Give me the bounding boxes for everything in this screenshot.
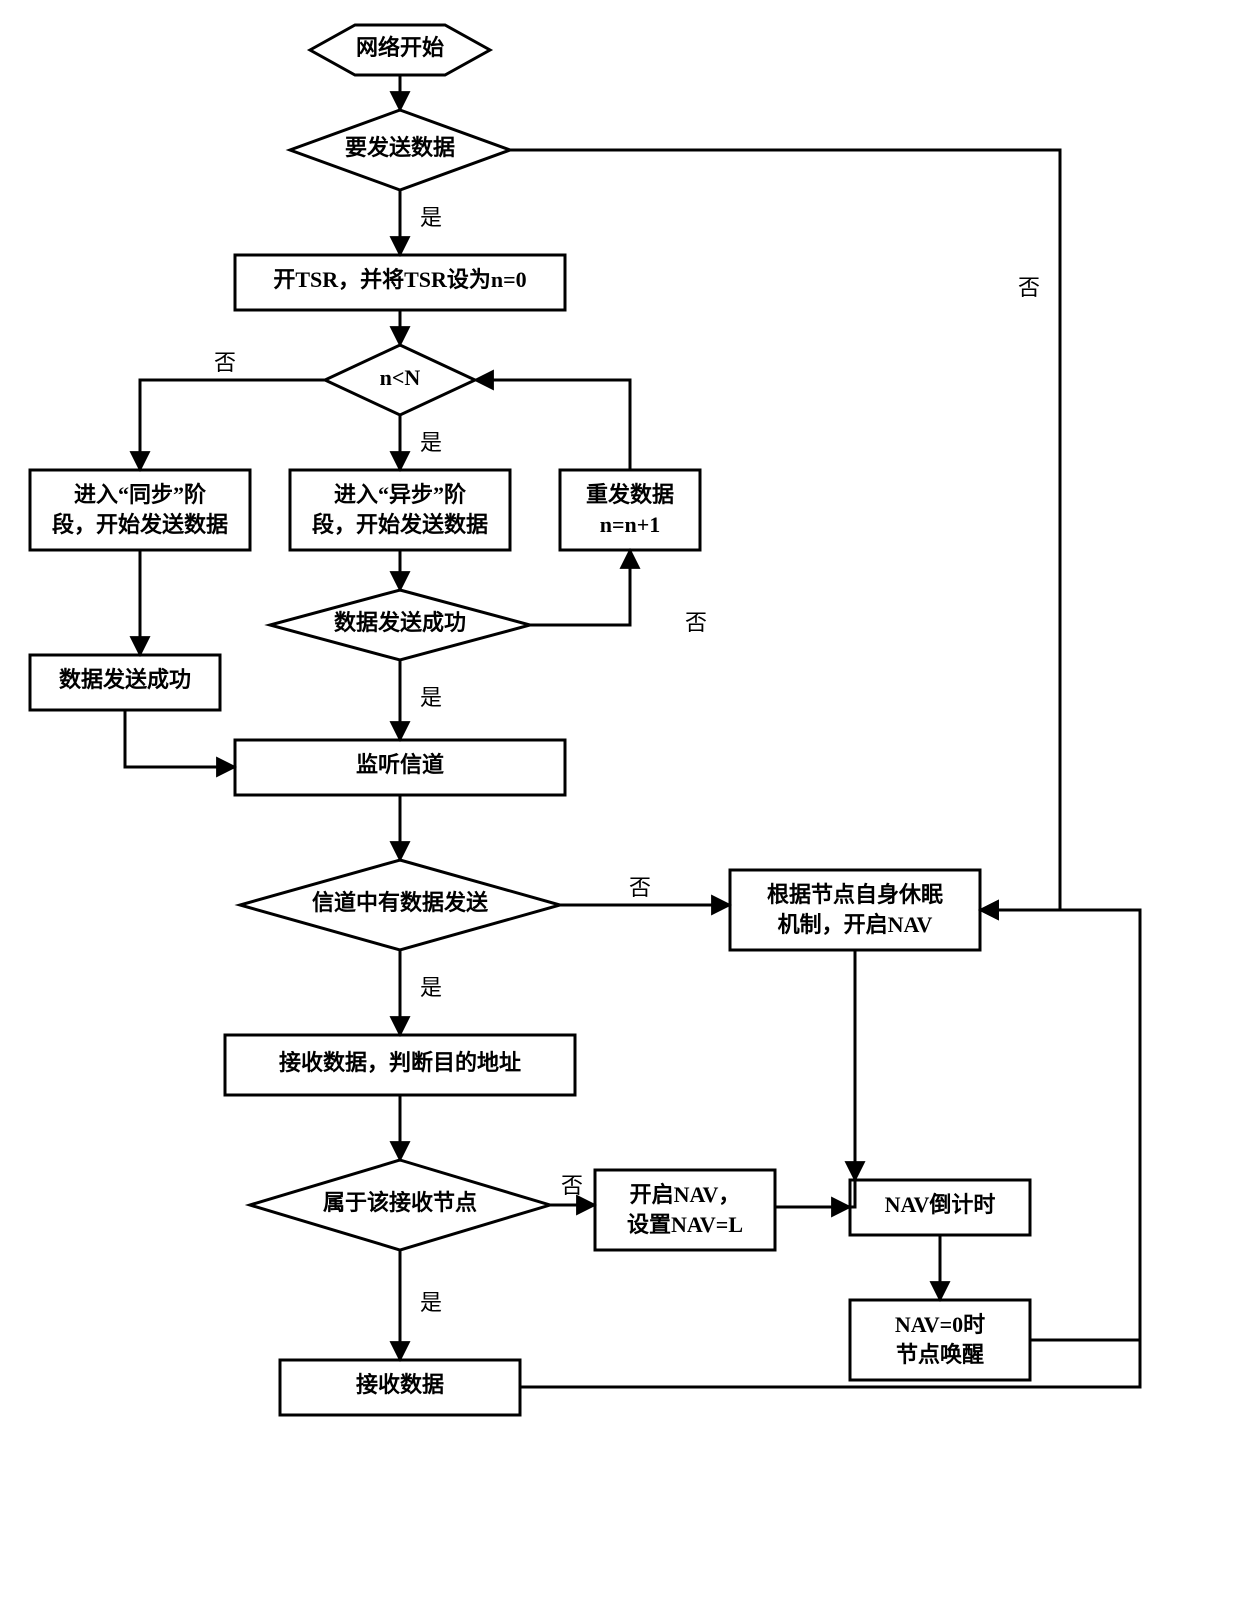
node-proc-retry: 重发数据 n=n+1 xyxy=(560,470,700,550)
edge-rx-merge xyxy=(520,1340,1140,1387)
lbl-send-no: 否 xyxy=(1018,275,1040,300)
d-txok-label: 数据发送成功 xyxy=(334,610,466,635)
p-sleep-line1: 机制，开启NAV xyxy=(778,912,933,937)
p-syncok-line0: 数据发送成功 xyxy=(59,667,191,692)
node-proc-sleep: 根据节点自身休眠 机制，开启NAV xyxy=(730,870,980,950)
node-decision-belong: 属于该接收节点 xyxy=(250,1160,550,1250)
node-proc-syncok: 数据发送成功 xyxy=(30,655,220,710)
lbl-belong-yes: 是 xyxy=(420,1290,442,1315)
node-proc-async: 进入“异步”阶 段，开始发送数据 xyxy=(290,470,510,550)
lbl-txok-no: 否 xyxy=(685,610,707,635)
p-setnav-line1: 设置NAV=L xyxy=(627,1212,743,1237)
p-async-line0: 进入“异步”阶 xyxy=(334,482,467,507)
p-navcount-line0: NAV倒计时 xyxy=(885,1192,996,1217)
d-nlt-label: n<N xyxy=(380,365,421,390)
node-proc-tsr: 开TSR，并将TSR设为n=0 xyxy=(235,255,565,310)
p-retry-line1: n=n+1 xyxy=(600,512,661,537)
edge-txok-no-retry xyxy=(530,550,630,625)
lbl-chbusy-yes: 是 xyxy=(420,975,442,1000)
node-proc-setnav: 开启NAV， 设置NAV=L xyxy=(595,1170,775,1250)
d-send-label: 要发送数据 xyxy=(345,135,455,160)
p-navwake-line0: NAV=0时 xyxy=(895,1312,985,1337)
node-proc-navcount: NAV倒计时 xyxy=(850,1180,1030,1235)
edge-navwake-sleep xyxy=(980,910,1140,1340)
node-proc-rx: 接收数据 xyxy=(280,1360,520,1415)
node-decision-chbusy: 信道中有数据发送 xyxy=(240,860,560,950)
node-proc-sync: 进入“同步”阶 段，开始发送数据 xyxy=(30,470,250,550)
lbl-nlt-yes: 是 xyxy=(420,430,442,455)
edge-retry-nlt xyxy=(475,380,630,470)
node-start: 网络开始 xyxy=(310,25,490,75)
p-navwake-line1: 节点唤醒 xyxy=(896,1342,984,1367)
node-decision-txok: 数据发送成功 xyxy=(270,590,530,660)
p-sleep-line0: 根据节点自身休眠 xyxy=(767,882,943,907)
edge-syncok-listen xyxy=(125,710,235,767)
lbl-belong-no: 否 xyxy=(561,1173,583,1198)
p-sync-line1: 段，开始发送数据 xyxy=(52,512,228,537)
p-tsr-line0: 开TSR，并将TSR设为n=0 xyxy=(273,267,526,292)
p-sync-line0: 进入“同步”阶 xyxy=(74,482,207,507)
start-label: 网络开始 xyxy=(356,35,444,60)
p-async-line1: 段，开始发送数据 xyxy=(312,512,488,537)
node-proc-listen: 监听信道 xyxy=(235,740,565,795)
p-listen-line0: 监听信道 xyxy=(356,752,444,777)
edge-nlt-no-sync xyxy=(140,380,325,470)
p-rxjudge-line0: 接收数据，判断目的地址 xyxy=(279,1050,521,1075)
node-decision-send: 要发送数据 xyxy=(290,110,510,190)
lbl-send-yes: 是 xyxy=(420,205,442,230)
node-proc-navwake: NAV=0时 节点唤醒 xyxy=(850,1300,1030,1380)
lbl-nlt-no: 否 xyxy=(214,350,236,375)
lbl-txok-yes: 是 xyxy=(420,685,442,710)
d-belong-label: 属于该接收节点 xyxy=(323,1190,477,1215)
node-proc-rxjudge: 接收数据，判断目的地址 xyxy=(225,1035,575,1095)
flowchart-canvas: 网络开始 要发送数据 开TSR，并将TSR设为n=0 n<N 进入“同步”阶 段… xyxy=(0,0,1240,1598)
p-retry-line0: 重发数据 xyxy=(586,482,674,507)
p-rx-line0: 接收数据 xyxy=(356,1372,444,1397)
node-decision-nlt: n<N xyxy=(325,345,475,415)
d-chbusy-label: 信道中有数据发送 xyxy=(312,890,488,915)
p-setnav-line0: 开启NAV， xyxy=(630,1182,741,1207)
lbl-chbusy-no: 否 xyxy=(629,875,651,900)
